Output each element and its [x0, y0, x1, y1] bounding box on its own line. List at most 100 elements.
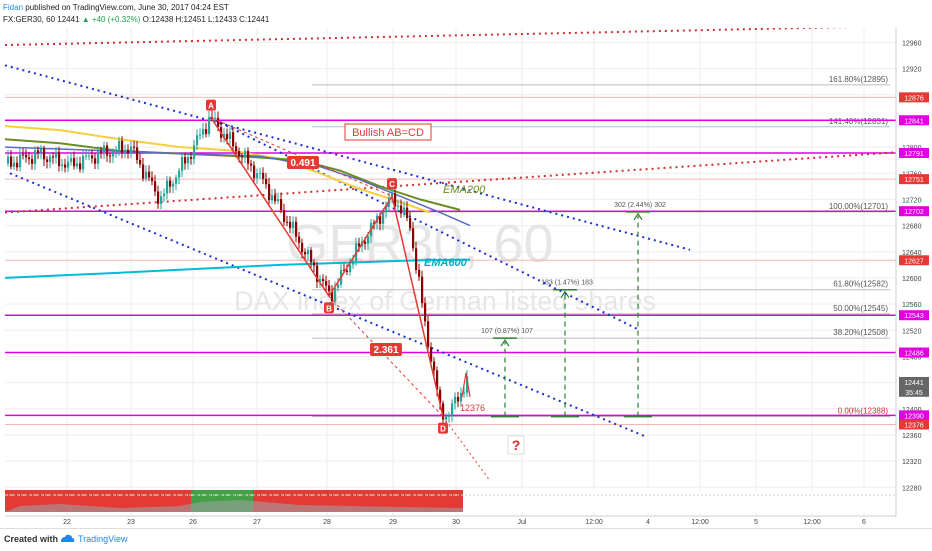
price-badge: [899, 347, 929, 358]
candle-body: [139, 159, 142, 165]
candle-body: [52, 156, 55, 158]
time-axis-tick: 5: [754, 519, 758, 526]
chart-header: Fidan published on TradingView.com, June…: [0, 0, 932, 28]
candle-body: [37, 150, 40, 153]
candle-body: [253, 165, 256, 179]
candle-body: [208, 117, 211, 134]
candle-body: [124, 149, 127, 153]
candle-body: [109, 155, 112, 157]
projection-dotted-line: [442, 416, 491, 482]
ratio-badge: [287, 156, 319, 169]
candle-body: [433, 361, 436, 371]
time-axis-tick: 6: [862, 519, 866, 526]
candle-body: [118, 140, 121, 150]
ohlc-values: O:12438 H:12451 L:12433 C:12441: [142, 15, 270, 24]
candle-body: [187, 157, 190, 164]
ratio-label: 0.491: [290, 158, 315, 169]
watermark-name: DAX index of German listed shares: [234, 286, 656, 316]
fib-level-label: 0.00%(12388): [838, 407, 889, 416]
fib-level-label: 50.00%(12545): [833, 304, 888, 313]
candle-body: [442, 403, 445, 420]
price-badge: [899, 310, 929, 321]
candle-body: [415, 248, 418, 270]
candle-body: [394, 193, 397, 207]
candle-body: [214, 117, 217, 119]
price-axis-tick: 12360: [902, 433, 922, 440]
price-badge-label: 35:45: [905, 390, 923, 397]
price-badge-label: 12376: [904, 422, 924, 429]
candle-body: [217, 117, 220, 128]
candle-body: [202, 129, 205, 135]
candle-body: [331, 291, 334, 302]
price-chart[interactable]: GER30, 60 DAX index of German listed shar…: [0, 0, 932, 528]
price-badge-label: 12791: [904, 151, 924, 158]
candle-body: [19, 154, 22, 168]
pattern-title-box: [344, 123, 432, 141]
candle-body: [22, 154, 25, 156]
candle-body: [304, 252, 307, 255]
plot-area: [5, 28, 896, 486]
candle-body: [343, 270, 346, 272]
pattern-title-text: Bullish AB=CD: [352, 127, 424, 139]
price-badge: [899, 386, 929, 397]
candle-body: [316, 265, 319, 282]
tradingview-brand[interactable]: TradingView: [78, 534, 128, 544]
candle-body: [274, 195, 277, 202]
candle-body: [106, 145, 109, 156]
candle-body: [307, 249, 310, 255]
target-label: 107 (0.87%) 107: [481, 328, 533, 335]
price-axis-tick: 12680: [902, 224, 922, 231]
watermark-symbol: GER30, 60: [286, 214, 553, 274]
pattern-leg: [391, 195, 444, 417]
author-link[interactable]: Fidan: [3, 3, 24, 12]
candle-body: [136, 147, 139, 160]
target-arrow-icon: [560, 290, 570, 299]
candle-body: [319, 279, 322, 282]
pattern-point-label: B: [326, 304, 332, 313]
candle-body: [265, 178, 268, 185]
candle-body: [277, 199, 280, 202]
footer: Created with TradingView: [0, 528, 932, 551]
question-box: [507, 435, 525, 455]
price-axis-tick: 12280: [902, 485, 922, 492]
candle-body: [145, 171, 148, 179]
time-axis-tick: 23: [127, 519, 135, 526]
price-badge-label: 12751: [904, 177, 924, 184]
candle-body: [322, 279, 325, 282]
time-axis-tick: 22: [63, 519, 71, 526]
pattern-point-badge: [206, 99, 216, 111]
candle-body: [28, 157, 31, 160]
candle-body: [430, 347, 433, 362]
time-axis-tick: 12:00: [803, 519, 821, 526]
candle-body: [439, 389, 442, 404]
price-badge-label: 12702: [904, 209, 924, 216]
price-badge: [899, 376, 929, 387]
candle-body: [160, 196, 163, 204]
candle-body: [175, 177, 178, 184]
price-badge: [899, 410, 929, 421]
candle-body: [223, 133, 226, 138]
time-axis-tick: 30: [452, 519, 460, 526]
price-axis-tick: 12320: [902, 459, 922, 466]
candle-body: [427, 321, 430, 348]
target-label: 302 (2.44%) 302: [614, 202, 666, 209]
time-axis-tick: Jul: [518, 519, 527, 526]
candle-body: [301, 242, 304, 253]
candle-body: [127, 149, 130, 154]
candle-body: [310, 249, 313, 263]
candle-body: [169, 180, 172, 187]
pattern-point-label: D: [440, 425, 446, 434]
candle-body: [94, 158, 97, 164]
candle-body: [235, 146, 238, 152]
price-change: ▲ +40 (+0.32%): [81, 15, 141, 24]
candle-body: [184, 157, 187, 164]
candle-body: [64, 164, 67, 168]
time-axis-tick: 4: [646, 519, 650, 526]
red-dotted-trendline: [4, 151, 897, 214]
candle-body: [334, 287, 337, 302]
candle-body: [364, 241, 367, 244]
candle-body: [193, 145, 196, 160]
last-price: 12441: [57, 15, 80, 24]
fib-level-label: 61.80%(12582): [833, 280, 888, 289]
candle-body: [283, 209, 286, 222]
